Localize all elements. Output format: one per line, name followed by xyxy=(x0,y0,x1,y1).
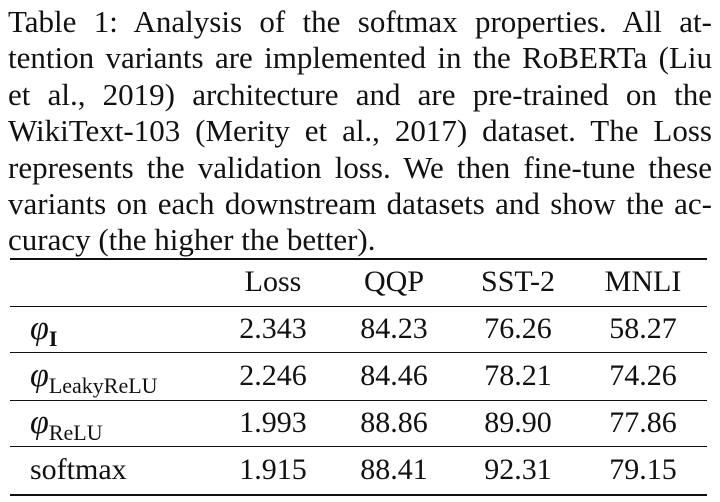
table-top-rule xyxy=(10,258,707,260)
table-cell: 89.90 xyxy=(484,406,552,439)
table-bottom-rule xyxy=(10,494,707,496)
table-cell: 88.86 xyxy=(360,406,428,439)
phi-symbol: φ xyxy=(30,310,49,347)
table-cell: 78.21 xyxy=(484,359,552,392)
table-cell: 1.915 xyxy=(239,453,307,486)
header-qqp: QQP xyxy=(363,265,424,298)
table-cell: 74.26 xyxy=(609,359,677,392)
row-label-softmax: softmax xyxy=(30,453,127,486)
header-loss: Loss xyxy=(244,265,302,298)
table-cell: 58.27 xyxy=(609,312,677,345)
caption-line: tention variants are implemented in the … xyxy=(8,40,712,76)
phi-symbol: φ xyxy=(30,404,49,441)
caption-line: et al., 2019) architecture and are pre-t… xyxy=(8,76,712,112)
table-cell: 88.41 xyxy=(360,453,428,486)
phi-subscript: LeakyReLU xyxy=(48,373,158,398)
table-caption: Table 1: Analysis of the softmax propert… xyxy=(8,4,712,259)
row-label-phi-i: φI xyxy=(30,311,57,357)
row-rule xyxy=(10,446,707,447)
table-cell: 77.86 xyxy=(609,406,677,439)
table-cell: 84.23 xyxy=(360,312,428,345)
table-cell: 1.993 xyxy=(239,406,307,439)
caption-line: variants on each downstream datasets and… xyxy=(8,186,712,222)
header-rule xyxy=(10,306,707,307)
phi-symbol: φ xyxy=(30,357,49,394)
phi-subscript: ReLU xyxy=(48,420,103,445)
caption-line: represents the validation loss. We then … xyxy=(8,149,712,185)
table-cell: 84.46 xyxy=(360,359,428,392)
caption-line: curacy (the higher the better). xyxy=(8,222,376,258)
table-cell: 79.15 xyxy=(609,453,677,486)
phi-subscript: I xyxy=(48,326,58,351)
row-label-phi-leakyrelu: φLeakyReLU xyxy=(30,358,158,404)
table-cell: 76.26 xyxy=(484,312,552,345)
header-sst2: SST-2 xyxy=(481,265,555,298)
row-rule xyxy=(10,352,707,353)
header-mnli: MNLI xyxy=(604,265,682,298)
table-cell: 2.343 xyxy=(239,312,307,345)
caption-line: Table 1: Analysis of the softmax propert… xyxy=(8,4,712,39)
table-cell: 92.31 xyxy=(484,453,552,486)
table-cell: 2.246 xyxy=(239,359,307,392)
row-rule xyxy=(10,400,707,401)
row-label-phi-relu: φReLU xyxy=(30,405,103,451)
caption-line: WikiText-103 (Merity et al., 2017) datas… xyxy=(8,113,712,149)
